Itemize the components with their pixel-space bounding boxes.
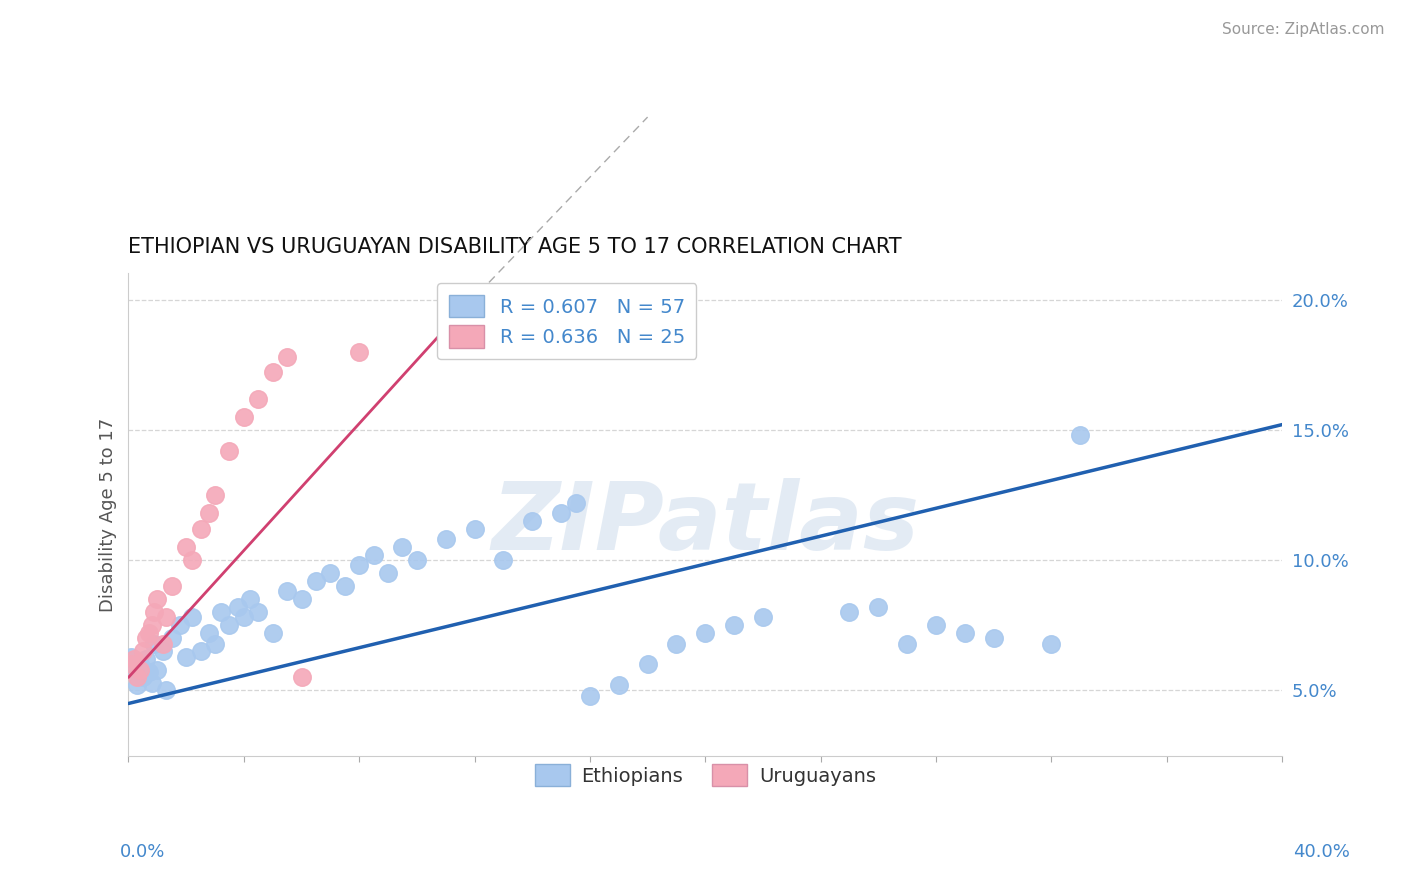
- Text: ETHIOPIAN VS URUGUAYAN DISABILITY AGE 5 TO 17 CORRELATION CHART: ETHIOPIAN VS URUGUAYAN DISABILITY AGE 5 …: [128, 236, 903, 257]
- Point: [190, 644, 212, 658]
- Point: [141, 618, 163, 632]
- Point: [120, 657, 142, 672]
- Point: [198, 506, 221, 520]
- Point: [122, 663, 145, 677]
- Point: [579, 689, 602, 703]
- Point: [141, 675, 163, 690]
- Point: [204, 488, 226, 502]
- Point: [276, 350, 298, 364]
- Point: [218, 443, 240, 458]
- Point: [155, 610, 177, 624]
- Point: [723, 618, 745, 632]
- Point: [181, 553, 204, 567]
- Point: [377, 566, 399, 581]
- Point: [247, 392, 270, 406]
- Point: [333, 579, 356, 593]
- Point: [550, 506, 572, 520]
- Point: [143, 605, 166, 619]
- Point: [138, 626, 160, 640]
- Point: [120, 649, 142, 664]
- Point: [925, 618, 948, 632]
- Point: [232, 409, 254, 424]
- Point: [135, 652, 157, 666]
- Point: [492, 553, 515, 567]
- Point: [181, 610, 204, 624]
- Point: [169, 618, 191, 632]
- Text: 40.0%: 40.0%: [1294, 843, 1350, 861]
- Point: [129, 663, 152, 677]
- Point: [305, 574, 328, 588]
- Point: [132, 670, 155, 684]
- Point: [347, 344, 370, 359]
- Point: [135, 632, 157, 646]
- Point: [132, 644, 155, 658]
- Point: [752, 610, 775, 624]
- Point: [129, 657, 152, 672]
- Point: [239, 592, 262, 607]
- Point: [522, 514, 544, 528]
- Point: [198, 626, 221, 640]
- Y-axis label: Disability Age 5 to 17: Disability Age 5 to 17: [100, 417, 117, 612]
- Point: [319, 566, 342, 581]
- Point: [665, 636, 688, 650]
- Point: [1040, 636, 1063, 650]
- Point: [247, 605, 270, 619]
- Point: [232, 610, 254, 624]
- Point: [276, 584, 298, 599]
- Point: [262, 366, 284, 380]
- Legend: Ethiopians, Uruguayans: Ethiopians, Uruguayans: [527, 756, 884, 794]
- Point: [1069, 428, 1091, 442]
- Point: [174, 649, 197, 664]
- Text: 0.0%: 0.0%: [120, 843, 165, 861]
- Point: [218, 618, 240, 632]
- Point: [637, 657, 659, 672]
- Point: [146, 663, 169, 677]
- Point: [434, 533, 457, 547]
- Point: [146, 592, 169, 607]
- Point: [347, 558, 370, 573]
- Point: [695, 626, 717, 640]
- Point: [190, 522, 212, 536]
- Point: [838, 605, 860, 619]
- Point: [160, 632, 183, 646]
- Point: [209, 605, 232, 619]
- Point: [464, 522, 486, 536]
- Point: [983, 632, 1005, 646]
- Point: [607, 678, 630, 692]
- Point: [290, 592, 312, 607]
- Text: ZIPatlas: ZIPatlas: [491, 478, 920, 570]
- Point: [868, 600, 890, 615]
- Point: [262, 626, 284, 640]
- Point: [391, 540, 413, 554]
- Point: [138, 665, 160, 680]
- Point: [143, 636, 166, 650]
- Point: [564, 496, 586, 510]
- Point: [127, 678, 149, 692]
- Point: [953, 626, 976, 640]
- Point: [226, 600, 249, 615]
- Point: [290, 670, 312, 684]
- Point: [155, 683, 177, 698]
- Point: [174, 540, 197, 554]
- Point: [363, 548, 385, 562]
- Point: [160, 579, 183, 593]
- Point: [127, 670, 149, 684]
- Point: [204, 636, 226, 650]
- Point: [896, 636, 918, 650]
- Point: [122, 652, 145, 666]
- Point: [152, 636, 174, 650]
- Point: [152, 644, 174, 658]
- Point: [405, 553, 427, 567]
- Text: Source: ZipAtlas.com: Source: ZipAtlas.com: [1222, 22, 1385, 37]
